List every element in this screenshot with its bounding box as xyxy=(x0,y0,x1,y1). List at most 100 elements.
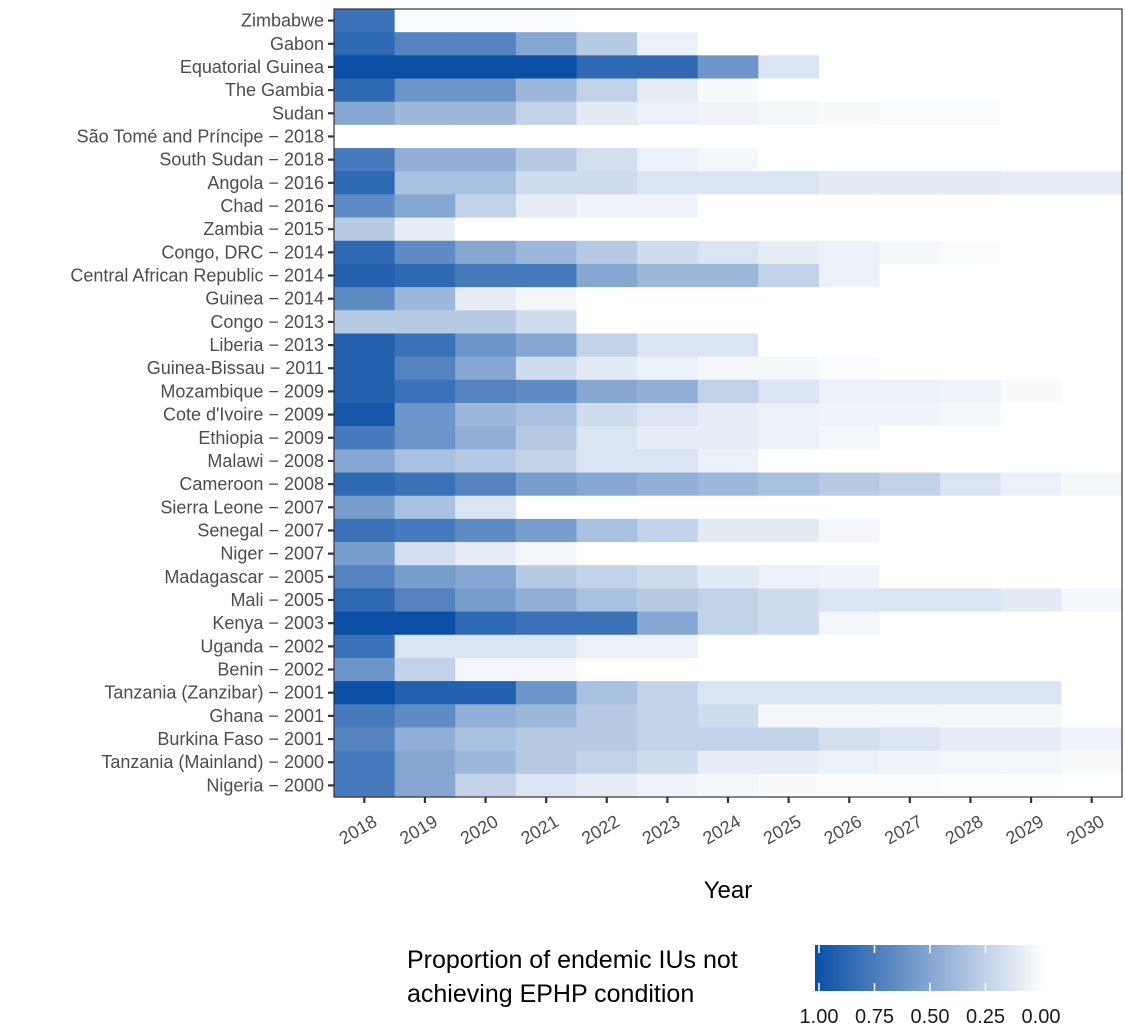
heatmap-cell xyxy=(455,171,517,196)
heatmap-cell xyxy=(940,704,1002,729)
heatmap-cell xyxy=(818,472,881,497)
y-tick-label: Mozambique − 2009 xyxy=(160,381,324,401)
x-tick-label: 2022 xyxy=(578,811,623,848)
legend-tick-label: 0.00 xyxy=(1022,1006,1061,1026)
y-tick-label: Nigeria − 2000 xyxy=(206,775,324,795)
heatmap-cell xyxy=(515,750,578,775)
heatmap-cell xyxy=(879,704,941,729)
heatmap-cell xyxy=(515,449,578,474)
heatmap-cell xyxy=(879,240,941,265)
heatmap-cell xyxy=(697,78,759,103)
heatmap-cell xyxy=(455,773,517,798)
heatmap-cell xyxy=(637,101,699,126)
heatmap-cell xyxy=(637,588,699,613)
heatmap-cell xyxy=(758,634,820,659)
heatmap-cell xyxy=(1061,472,1123,497)
heatmap-cell xyxy=(1000,681,1062,705)
heatmap-cell xyxy=(940,32,1002,56)
heatmap-cell xyxy=(637,263,699,288)
heatmap-cell xyxy=(697,333,759,358)
heatmap-cell xyxy=(515,611,578,636)
heatmap-cell xyxy=(576,542,638,566)
heatmap-cell xyxy=(515,217,578,242)
heatmap-cell xyxy=(697,681,759,705)
heatmap-cell xyxy=(334,634,396,659)
heatmap-cell xyxy=(940,634,1002,659)
heatmap-cell xyxy=(818,194,881,219)
heatmap-cell xyxy=(1000,55,1062,80)
heatmap-cell xyxy=(394,379,456,404)
heatmap-cell xyxy=(758,449,820,474)
heatmap-cell xyxy=(1061,657,1123,682)
heatmap-cell xyxy=(940,379,1002,404)
heatmap-cell xyxy=(879,449,941,474)
heatmap-cell xyxy=(818,518,881,543)
heatmap-cell xyxy=(758,542,820,566)
heatmap-cell xyxy=(818,32,881,56)
heatmap-cell xyxy=(940,101,1002,126)
heatmap-cell xyxy=(758,518,820,543)
heatmap-cell xyxy=(515,681,578,705)
legend-title-line2: achieving EPHP condition xyxy=(407,980,694,1008)
heatmap-cell xyxy=(455,634,517,659)
heatmap-cell xyxy=(1000,704,1062,729)
heatmap-cell xyxy=(334,379,396,404)
heatmap-cell xyxy=(1000,217,1062,242)
heatmap-cell xyxy=(515,9,578,33)
x-axis-title: Year xyxy=(704,877,753,904)
heatmap-cell xyxy=(697,194,759,219)
heatmap-cell xyxy=(1061,194,1123,219)
heatmap-cell xyxy=(394,9,456,33)
heatmap-cell xyxy=(697,518,759,543)
heatmap-cell xyxy=(637,217,699,242)
heatmap-cell xyxy=(455,379,517,404)
heatmap-cell xyxy=(758,727,820,752)
heatmap-cell xyxy=(637,773,699,798)
heatmap-cell xyxy=(879,333,941,358)
heatmap-cell xyxy=(1061,32,1123,56)
heatmap-cell xyxy=(697,426,759,450)
heatmap-cell xyxy=(576,449,638,474)
heatmap-cell xyxy=(576,194,638,219)
heatmap-cells xyxy=(334,9,1123,798)
x-tick-label: 2021 xyxy=(517,811,562,848)
heatmap-cell xyxy=(818,124,881,149)
heatmap-cell xyxy=(576,472,638,497)
heatmap-cell xyxy=(1061,240,1123,265)
heatmap-cell xyxy=(455,681,517,705)
heatmap-cell xyxy=(1061,148,1123,172)
heatmap-cell xyxy=(515,426,578,450)
heatmap-cell xyxy=(576,611,638,636)
heatmap-cell xyxy=(394,171,456,196)
heatmap-cell xyxy=(334,472,396,497)
heatmap-cell xyxy=(1000,565,1062,590)
heatmap-cell xyxy=(515,704,578,729)
heatmap-cell xyxy=(818,611,881,636)
heatmap-cell xyxy=(818,55,881,80)
heatmap-cell xyxy=(940,78,1002,103)
heatmap-cell xyxy=(1000,542,1062,566)
heatmap-cell xyxy=(818,356,881,381)
heatmap-cell xyxy=(576,171,638,196)
heatmap-cell xyxy=(334,773,396,798)
heatmap-cell xyxy=(576,750,638,775)
heatmap-cell xyxy=(940,310,1002,335)
heatmap-cell xyxy=(515,171,578,196)
y-tick-label: Ghana − 2001 xyxy=(209,706,324,726)
heatmap-cell xyxy=(940,403,1002,427)
heatmap-cell xyxy=(334,287,396,311)
heatmap-cell xyxy=(334,78,396,103)
heatmap-cell xyxy=(758,194,820,219)
heatmap-cell xyxy=(394,240,456,265)
heatmap-cell xyxy=(818,263,881,288)
heatmap-cell xyxy=(879,171,941,196)
y-tick-label: Guinea-Bissau − 2011 xyxy=(147,358,324,378)
heatmap-cell xyxy=(394,565,456,590)
heatmap-cell xyxy=(697,240,759,265)
heatmap-cell xyxy=(818,171,881,196)
heatmap-cell xyxy=(818,495,881,520)
heatmap-cell xyxy=(697,403,759,427)
y-tick-label: Tanzania (Zanzibar) − 2001 xyxy=(104,683,324,703)
heatmap-cell xyxy=(758,472,820,497)
heatmap-cell xyxy=(1061,426,1123,450)
